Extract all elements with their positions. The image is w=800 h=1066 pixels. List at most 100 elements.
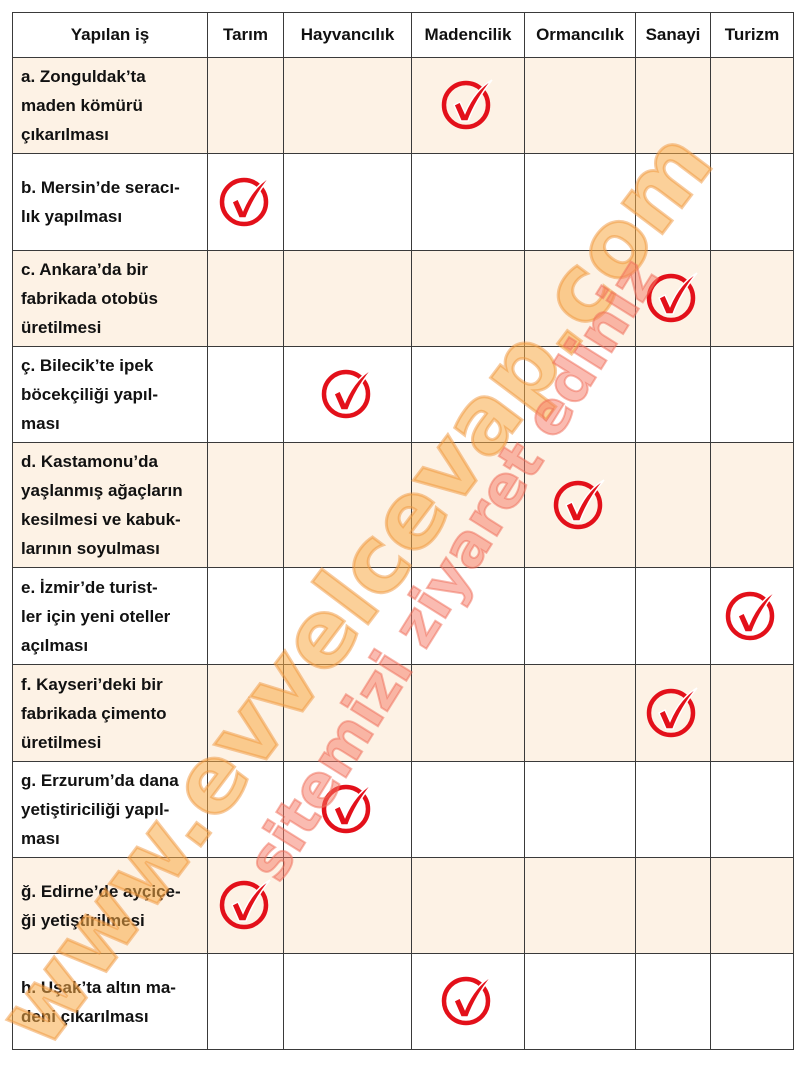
answer-cell bbox=[283, 346, 412, 443]
task-line: ması bbox=[21, 829, 60, 848]
task-line: a. Zonguldak’ta bbox=[21, 67, 146, 86]
task-line: larının soyulması bbox=[21, 539, 160, 558]
column-header: Madencilik bbox=[411, 12, 525, 58]
answer-cell bbox=[207, 153, 284, 251]
task-line: maden kömürü bbox=[21, 96, 143, 115]
answer-cell bbox=[635, 664, 711, 762]
check-circle-icon bbox=[645, 268, 701, 324]
task-line: üretilmesi bbox=[21, 732, 102, 752]
answer-cell bbox=[207, 857, 284, 954]
check-circle-icon bbox=[645, 683, 701, 739]
check-circle-icon bbox=[440, 971, 496, 1027]
task-cell: d. Kastamonu’da yaşlanmış ağaçların kesilm… bbox=[12, 442, 208, 568]
answer-cell bbox=[411, 57, 525, 154]
answer-cell bbox=[207, 664, 284, 762]
task-cell: ç. Bilecik’te ipek böcekçiliği yapıl-ması bbox=[12, 346, 208, 443]
answer-cell bbox=[411, 664, 525, 762]
answer-cell bbox=[635, 567, 711, 665]
answer-cell bbox=[207, 57, 284, 154]
column-header: Sanayi bbox=[635, 12, 711, 58]
activity-table: Yapılan iş Tarım Hayvancılık Madencilik Orma… bbox=[12, 12, 794, 1050]
task-line: g. Erzurum’da dana bbox=[21, 771, 179, 790]
answer-cell bbox=[635, 761, 711, 858]
task-line: açılması bbox=[21, 635, 89, 655]
table-row: ç. Bilecik’te ipek böcekçiliği yapıl-ması bbox=[12, 346, 794, 443]
column-header: Hayvancılık bbox=[283, 12, 412, 58]
task-line: böcekçiliği yapıl- bbox=[21, 385, 158, 404]
answer-cell bbox=[283, 250, 412, 347]
answer-cell bbox=[207, 250, 284, 347]
answer-cell bbox=[283, 567, 412, 665]
check-circle-icon bbox=[724, 586, 780, 642]
column-header: Ormancılık bbox=[524, 12, 636, 58]
answer-cell bbox=[411, 250, 525, 347]
answer-cell bbox=[207, 953, 284, 1050]
answer-cell bbox=[710, 857, 794, 954]
answer-cell bbox=[411, 442, 525, 568]
check-circle-icon bbox=[440, 75, 496, 131]
answer-cell bbox=[524, 57, 636, 154]
task-line: c. Ankara’da bir bbox=[21, 260, 148, 279]
check-circle-icon bbox=[218, 172, 274, 228]
answer-cell bbox=[524, 953, 636, 1050]
table-row: b. Mersin’de seracı-lık yapılması bbox=[12, 153, 794, 251]
answer-cell bbox=[283, 857, 412, 954]
answer-cell bbox=[283, 761, 412, 858]
task-line: ğ. Edirne’de ayçiçe- bbox=[21, 881, 181, 901]
answer-cell bbox=[710, 761, 794, 858]
answer-cell bbox=[283, 57, 412, 154]
task-cell: c. Ankara’da bir fabrikada otobüs üretilme… bbox=[12, 250, 208, 347]
answer-cell bbox=[524, 664, 636, 762]
answer-cell bbox=[635, 153, 711, 251]
column-header: Turizm bbox=[710, 12, 794, 58]
answer-cell bbox=[411, 346, 525, 443]
table-row: c. Ankara’da bir fabrikada otobüs üretilme… bbox=[12, 250, 794, 347]
column-header: Tarım bbox=[207, 12, 284, 58]
task-line: yetiştiriciliği yapıl- bbox=[21, 800, 170, 819]
table-row: f. Kayseri’deki bir fabrikada çimento üret… bbox=[12, 664, 794, 762]
answer-cell bbox=[283, 953, 412, 1050]
answer-cell bbox=[635, 442, 711, 568]
answer-cell bbox=[524, 346, 636, 443]
table-row: a. Zonguldak’ta maden kömürü çıkarılması bbox=[12, 57, 794, 154]
check-circle-icon bbox=[320, 364, 376, 420]
answer-cell bbox=[635, 953, 711, 1050]
answer-cell bbox=[635, 857, 711, 954]
answer-cell bbox=[524, 857, 636, 954]
task-line: ği yetiştirilmesi bbox=[21, 910, 145, 930]
answer-cell bbox=[710, 567, 794, 665]
task-cell: e. İzmir’de turist-ler için yeni oteller… bbox=[12, 567, 208, 665]
task-line: lık yapılması bbox=[21, 207, 123, 226]
answer-cell bbox=[411, 857, 525, 954]
task-cell: f. Kayseri’deki bir fabrikada çimento üret… bbox=[12, 664, 208, 762]
table-row: e. İzmir’de turist-ler için yeni oteller… bbox=[12, 567, 794, 665]
task-cell: ğ. Edirne’de ayçiçe-ği yetiştirilmesi bbox=[12, 857, 208, 954]
answer-cell bbox=[411, 761, 525, 858]
answer-cell bbox=[411, 953, 525, 1050]
task-line: f. Kayseri’deki bir bbox=[21, 674, 163, 694]
task-line: e. İzmir’de turist- bbox=[21, 577, 158, 597]
check-circle-icon bbox=[320, 779, 376, 835]
task-line: d. Kastamonu’da bbox=[21, 452, 158, 471]
answer-cell bbox=[710, 250, 794, 347]
answer-cell bbox=[411, 567, 525, 665]
answer-cell bbox=[710, 664, 794, 762]
table-row: ğ. Edirne’de ayçiçe-ği yetiştirilmesi bbox=[12, 857, 794, 954]
answer-cell bbox=[524, 250, 636, 347]
check-circle-icon bbox=[552, 475, 608, 531]
answer-cell bbox=[635, 346, 711, 443]
answer-cell bbox=[710, 153, 794, 251]
check-circle-icon bbox=[218, 875, 274, 931]
answer-cell bbox=[524, 761, 636, 858]
answer-cell bbox=[207, 761, 284, 858]
answer-cell bbox=[710, 346, 794, 443]
task-line: ler için yeni oteller bbox=[21, 606, 171, 626]
task-line: h. Uşak’ta altın ma- bbox=[21, 977, 176, 997]
header-row: Yapılan iş Tarım Hayvancılık Madencilik Orma… bbox=[12, 12, 794, 58]
answer-cell bbox=[710, 57, 794, 154]
answer-cell bbox=[524, 153, 636, 251]
task-line: yaşlanmış ağaçların bbox=[21, 481, 183, 500]
task-line: fabrikada çimento bbox=[21, 703, 167, 723]
answer-cell bbox=[283, 664, 412, 762]
task-cell: g. Erzurum’da dana yetiştiriciliği yapıl-… bbox=[12, 761, 208, 858]
